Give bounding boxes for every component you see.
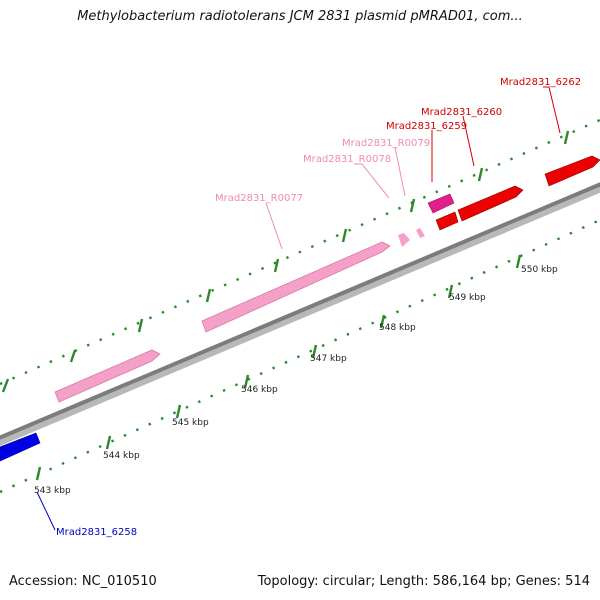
map-title: Methylobacterium radiotolerans JCM 2831 …: [77, 9, 523, 24]
gene-arrow-pink-1[interactable]: [54, 349, 161, 403]
gene-label-6259[interactable]: Mrad2831_6259: [386, 121, 467, 132]
leader-6262: [543, 86, 561, 134]
gene-arrow-r0077[interactable]: [201, 241, 391, 333]
scale-label-547: 547 kbp: [310, 354, 347, 364]
inner-tick-ring: [0, 218, 600, 494]
gene-label-6260[interactable]: Mrad2831_6260: [421, 107, 502, 118]
gene-label-r0078[interactable]: Mrad2831_R0078: [303, 154, 391, 165]
scale-label-545: 545 kbp: [172, 418, 209, 428]
accession-text: Accession: NC_010510: [9, 574, 157, 589]
gene-arrow-r0079[interactable]: [416, 228, 425, 238]
gene-label-6258[interactable]: Mrad2831_6258: [56, 527, 137, 538]
topology-text: Topology: circular; Length: 586,164 bp; …: [257, 574, 590, 589]
gene-arrow-6259b[interactable]: [435, 211, 459, 231]
leader-r0078: [355, 163, 390, 199]
leader-6258: [36, 491, 56, 531]
inner-major-ticks: [35, 254, 522, 481]
gene-arrow-6259[interactable]: [427, 193, 455, 214]
gene-arrow-r0078[interactable]: [398, 233, 410, 247]
leader-6260: [462, 115, 475, 167]
gene-arrow-6258[interactable]: [0, 432, 41, 462]
gene-label-r0077[interactable]: Mrad2831_R0077: [215, 193, 303, 204]
leader-r0079: [394, 146, 406, 197]
scale-label-548: 548 kbp: [379, 323, 416, 333]
scale-label-549: 549 kbp: [449, 293, 486, 303]
scale-label-544: 544 kbp: [103, 451, 140, 461]
leader-r0077: [265, 202, 283, 250]
gene-label-6262[interactable]: Mrad2831_6262: [500, 77, 581, 88]
scale-label-550: 550 kbp: [521, 265, 558, 275]
gene-arrow-6262[interactable]: [544, 155, 600, 187]
gene-label-r0079[interactable]: Mrad2831_R0079: [342, 138, 430, 149]
scale-label-543: 543 kbp: [34, 486, 71, 496]
backbone-shadow: [0, 186, 600, 446]
gene-arrow-6260[interactable]: [457, 185, 524, 222]
scale-label-546: 546 kbp: [241, 385, 278, 395]
outer-tick-ring: [0, 118, 600, 386]
backbone-line: [0, 182, 600, 440]
outer-major-ticks: [1, 130, 570, 393]
